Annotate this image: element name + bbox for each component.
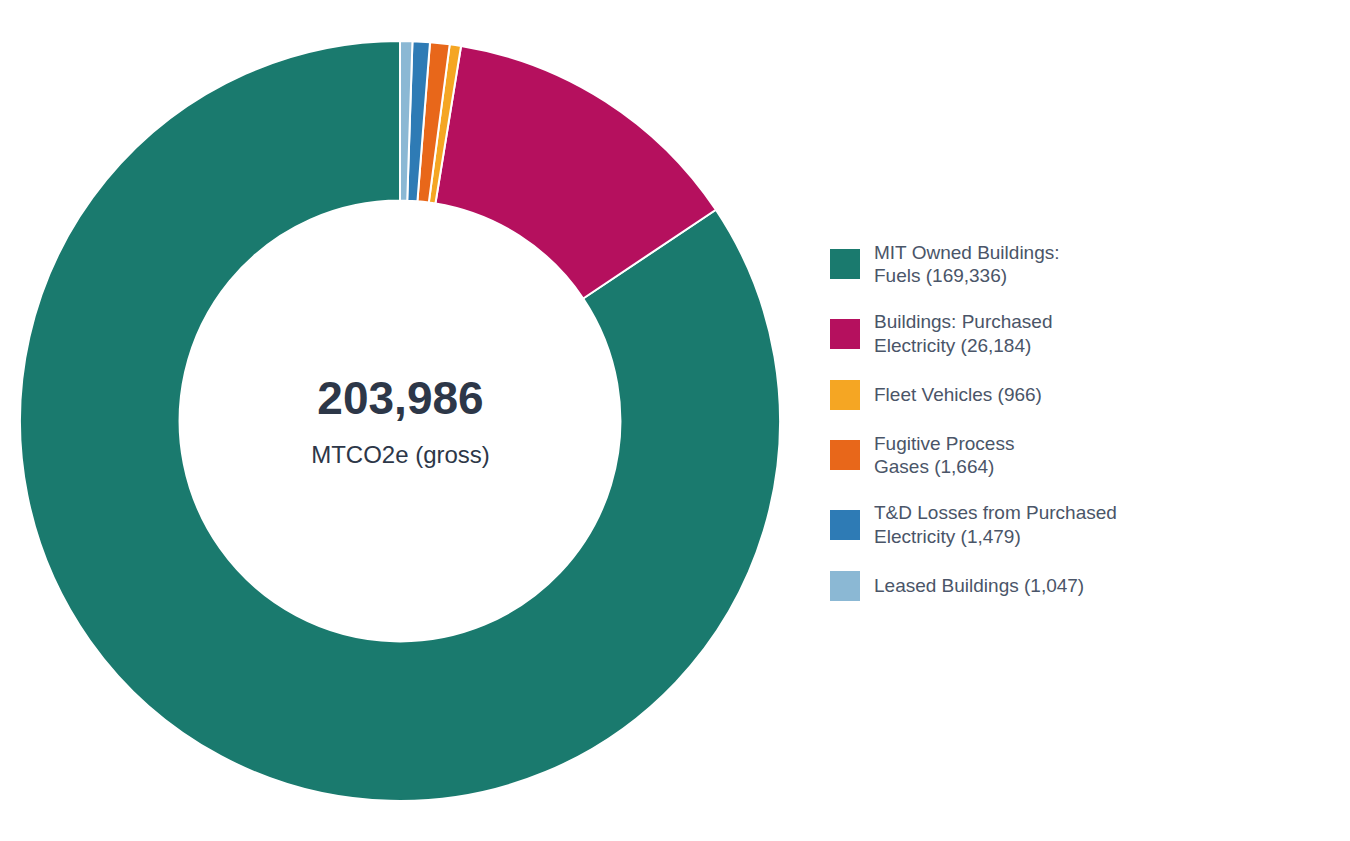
html-text:Fugitive Process Gases (1,664): Fugitive Process Gases (1,664) xyxy=(874,432,1015,478)
svg-text:MTCO2e (gross): MTCO2e (gross) xyxy=(311,441,490,468)
svg-text:203,986: 203,986 xyxy=(317,372,483,424)
html-text:Leased Buildings (1,047): Leased Buildings (1,047) xyxy=(874,574,1085,596)
html-text:Buildings: Purchased Electrici: Buildings: Purchased Electricity (26,184… xyxy=(874,311,1053,356)
html-text:MIT Owned Buildings: Fuels (16: MIT Owned Buildings: Fuels (169,336) xyxy=(874,241,1060,287)
html-text:Fleet Vehicles (966): Fleet Vehicles (966) xyxy=(874,383,1042,405)
html-text:T&D Losses from Purchased Elec: T&D Losses from Purchased Electricity (1… xyxy=(874,502,1117,547)
